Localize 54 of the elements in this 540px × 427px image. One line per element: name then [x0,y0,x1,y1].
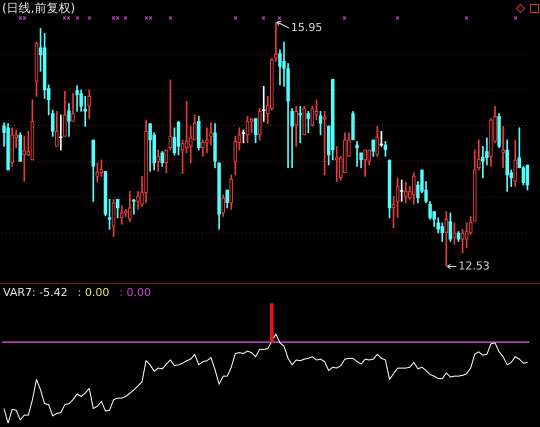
candlestick [10,127,14,167]
candlestick [384,141,388,157]
candlestick [456,231,460,242]
candlestick [136,191,140,210]
candlestick [96,162,100,182]
candlestick [363,150,367,177]
candlestick [380,131,384,147]
candlestick [254,118,258,144]
candlestick [294,106,298,147]
candlestick [400,180,404,202]
text: VAR7: -5.42 [3,286,68,299]
candlestick [34,42,38,97]
candlestick [258,108,262,140]
candlestick [225,190,230,208]
candlestick [452,222,456,245]
candlestick [246,116,250,144]
candlestick [448,212,452,242]
candlestick [6,123,10,170]
candlestick [371,140,376,157]
candlestick [351,111,355,140]
candlestick [91,140,96,202]
candlestick [112,198,116,237]
chart-title: (日线,前复权) [2,1,76,16]
candlestick [302,106,306,136]
candlestick [388,160,392,218]
candlestick [334,146,339,182]
candlestick [176,121,180,156]
candlestick [18,132,22,162]
candlestick [71,93,75,122]
candlestick [505,140,510,192]
candlestick [526,164,530,190]
candlestick [460,228,464,254]
candlestick [497,113,501,148]
candlestick [128,191,132,222]
candlestick [30,100,34,160]
candlestick [306,111,310,134]
annotation: 12.53 [458,259,490,272]
annotation: 15.95 [290,20,322,34]
candlestick [376,126,380,157]
candlestick [242,130,246,144]
candlestick [180,140,184,174]
candlestick [79,90,83,112]
candlestick [501,126,505,168]
candlestick [144,120,148,204]
candlestick [63,91,67,137]
candlestick [513,140,518,187]
candlestick [209,122,213,146]
candlestick [412,172,416,205]
text: : 0.00 [78,286,110,299]
candlestick [355,141,359,167]
candlestick [75,85,79,112]
candlestick [196,116,201,150]
candlestick [404,182,408,204]
text: : 0.00 [119,286,152,299]
